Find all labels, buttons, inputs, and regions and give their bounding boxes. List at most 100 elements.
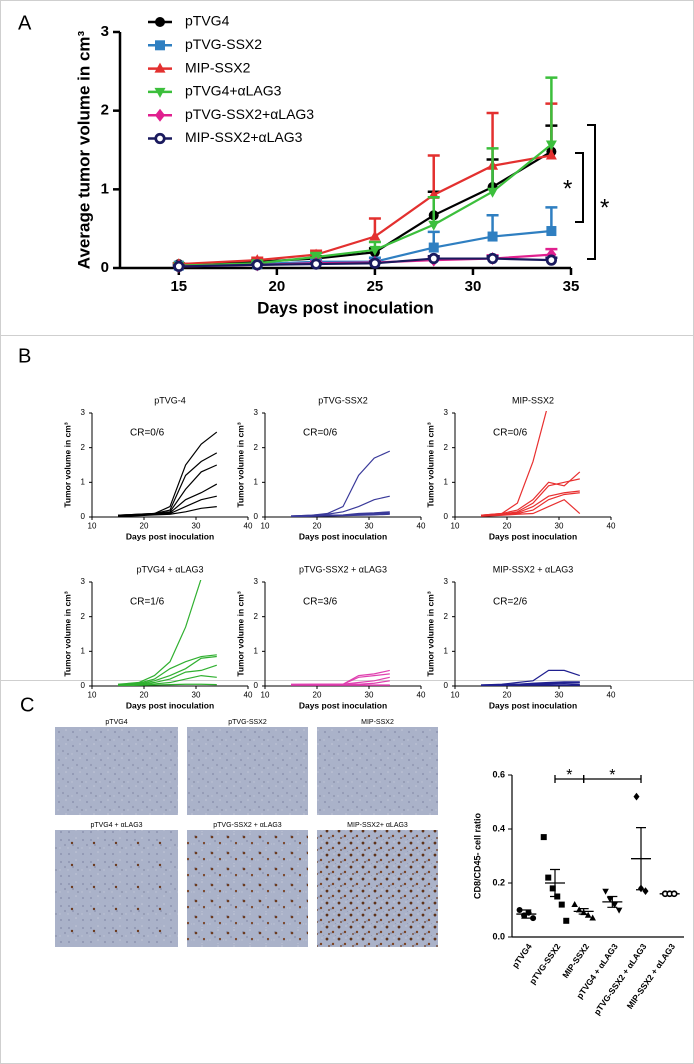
- x-tick-label: 10: [451, 691, 460, 700]
- image-label: pTVG4 + αLAG3: [90, 822, 142, 829]
- x-tick-label: 20: [503, 691, 512, 700]
- significance-bracket: [587, 124, 596, 260]
- marker: [545, 140, 557, 151]
- series-line: [290, 495, 390, 517]
- annotation: CR=0/6: [493, 428, 528, 439]
- panel-label: B: [18, 345, 31, 367]
- x-axis-label: Days post inoculation: [299, 700, 387, 710]
- x-tick-label: 15: [170, 278, 187, 295]
- marker: [486, 252, 499, 265]
- marker: [554, 893, 561, 900]
- y-tick-label: 0.2: [492, 877, 505, 887]
- x-tick-label: 35: [563, 278, 580, 295]
- marker: [487, 231, 498, 242]
- y-tick-label: 2: [81, 443, 86, 452]
- y-tick-label: 3: [101, 23, 109, 40]
- marker: [545, 149, 557, 160]
- y-tick-label: 1: [254, 646, 259, 655]
- error-bar: [427, 154, 440, 195]
- y-tick-label: 0.0: [492, 931, 505, 941]
- micrograph: [55, 830, 178, 947]
- x-tick-label: pTVG4: [510, 941, 534, 969]
- y-axis-label: Tumor volume in cm³: [235, 422, 245, 507]
- marker: [670, 890, 678, 898]
- chart-title: MIP-SSX2: [512, 395, 554, 405]
- legend-label: pTVG4+αLAG3: [185, 83, 282, 99]
- marker: [155, 17, 165, 27]
- marker: [369, 245, 381, 256]
- y-tick-label: 3: [81, 577, 86, 586]
- marker: [251, 259, 263, 271]
- x-tick-label: 20: [269, 278, 286, 295]
- x-tick-label: 30: [192, 691, 201, 700]
- series-line: [178, 154, 552, 266]
- marker: [633, 792, 640, 801]
- y-tick-label: 1: [254, 477, 259, 486]
- series-line: [117, 674, 217, 686]
- marker: [615, 907, 623, 914]
- marker: [540, 834, 547, 841]
- micrograph: [317, 727, 438, 815]
- x-axis-label: Days post inoculation: [299, 531, 387, 541]
- legend-label: MIP-SSX2+αLAG3: [185, 129, 303, 145]
- y-tick-label: 1: [101, 180, 109, 197]
- series-line: [117, 452, 218, 516]
- marker: [173, 260, 185, 273]
- marker: [155, 40, 165, 51]
- x-tick-label: 10: [261, 522, 270, 531]
- annotation: *: [563, 175, 572, 202]
- annotation: CR=0/6: [303, 428, 338, 439]
- marker: [563, 917, 570, 924]
- marker: [642, 887, 649, 895]
- chart-title: MIP-SSX2 + αLAG3: [493, 564, 574, 574]
- marker: [521, 912, 528, 919]
- series-line: [117, 431, 218, 516]
- marker: [558, 901, 565, 908]
- marker: [606, 896, 614, 903]
- marker: [589, 914, 596, 921]
- annotation: CR=1/6: [130, 597, 165, 608]
- error-bar: [545, 76, 558, 145]
- micrograph: [55, 727, 178, 815]
- annotation: *: [609, 767, 615, 784]
- x-tick-label: 30: [555, 691, 564, 700]
- marker: [549, 885, 556, 892]
- y-tick-label: 0: [444, 681, 449, 690]
- x-tick-label: 10: [88, 691, 97, 700]
- y-tick-label: 0.4: [492, 823, 505, 833]
- series-line: [117, 683, 217, 686]
- y-tick-label: 1: [444, 477, 449, 486]
- annotation: CR=2/6: [493, 597, 528, 608]
- y-tick-label: 0: [81, 512, 86, 521]
- image-label: MIP-SSX2+ αLAG3: [347, 822, 408, 829]
- marker: [487, 187, 499, 198]
- series-line: [480, 471, 581, 516]
- marker: [575, 906, 583, 913]
- x-tick-label: 30: [365, 522, 374, 531]
- y-tick-label: 1: [81, 646, 86, 655]
- marker: [584, 911, 592, 918]
- y-axis-label: Tumor volume in cm³: [62, 591, 72, 676]
- y-tick-label: 3: [444, 408, 449, 417]
- y-tick-label: 2: [101, 102, 109, 119]
- marker: [369, 257, 381, 269]
- y-axis-label: Tumor volume in cm³: [235, 591, 245, 676]
- marker: [310, 258, 322, 270]
- marker: [545, 874, 552, 881]
- panel-label: A: [18, 12, 32, 34]
- marker: [546, 226, 557, 237]
- marker: [545, 254, 558, 266]
- marker: [369, 230, 381, 241]
- y-axis-label: CD8/CD45- cell ratio: [472, 812, 482, 899]
- y-tick-label: 2: [254, 443, 259, 452]
- y-axis-label: Average tumor volume in cm³: [74, 30, 93, 269]
- y-tick-label: 0: [444, 512, 449, 521]
- x-tick-label: 40: [417, 691, 426, 700]
- marker: [516, 907, 523, 913]
- marker: [154, 132, 166, 145]
- series-line: [290, 450, 391, 517]
- x-axis-label: Days post inoculation: [489, 700, 577, 710]
- series-line: [480, 411, 547, 516]
- x-tick-label: 30: [365, 691, 374, 700]
